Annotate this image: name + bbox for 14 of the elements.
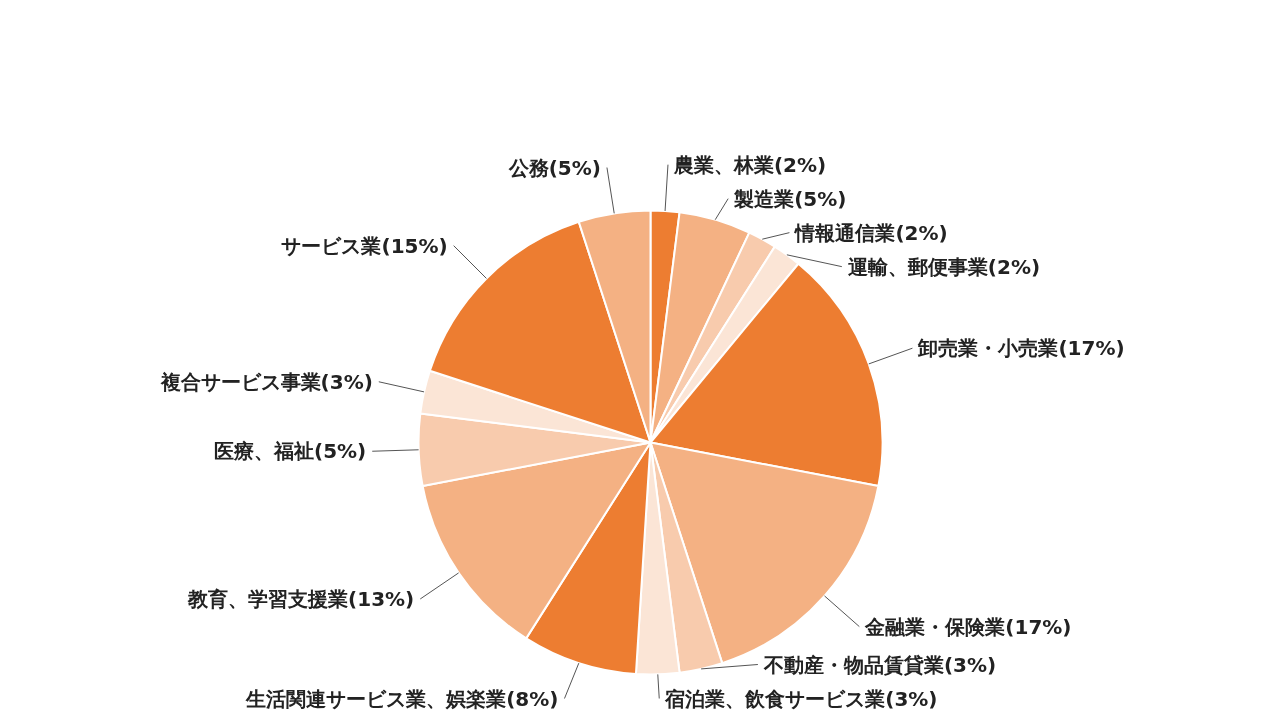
slice-label: 宿泊業、飲食サービス業(3%) <box>664 686 938 711</box>
slice-label: サービス業(15%) <box>281 233 448 258</box>
slice-label: 運輸、郵便事業(2%) <box>846 254 1041 279</box>
slice-label: 不動産・物品賃貸業(3%) <box>762 652 997 677</box>
slice-label: 医療、福祉(5%) <box>214 439 367 464</box>
slice-label: 公務(5%) <box>507 155 601 180</box>
slice-label: 卸売業・小売業(17%) <box>917 336 1125 361</box>
slice-label: 複合サービス事業(3%) <box>159 369 373 394</box>
slice-label: 農業、林業(2%) <box>672 152 827 177</box>
slice-label: 教育、学習支援業(13%) <box>187 586 415 611</box>
slice-label: 生活関連サービス業、娯楽業(8%) <box>245 686 559 711</box>
slice-label: 情報通信業(2%) <box>793 220 948 245</box>
slice-label: 金融業・保険業(17%) <box>864 614 1072 639</box>
slice-label: 製造業(5%) <box>733 186 847 211</box>
